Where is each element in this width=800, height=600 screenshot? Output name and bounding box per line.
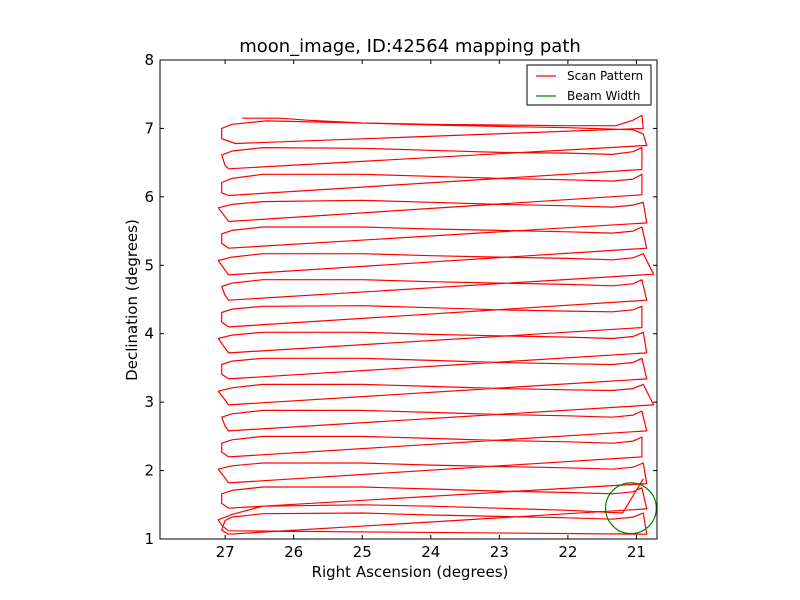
chart-title: moon_image, ID:42564 mapping path (239, 36, 581, 57)
y-tick-label: 7 (144, 119, 154, 137)
x-tick-label: 27 (216, 543, 235, 561)
scan-layer (217, 114, 655, 535)
y-axis: 1 2 3 4 5 6 7 8 (144, 51, 657, 548)
y-axis-title: Declination (degrees) (123, 219, 141, 381)
x-tick-label: 21 (627, 543, 646, 561)
beam-layer (604, 482, 657, 535)
scan-pattern-line (217, 114, 655, 535)
beam-width-circle (604, 482, 657, 535)
legend-label-beam-width: Beam Width (567, 89, 640, 103)
x-axis: 27 26 25 24 23 22 21 (216, 60, 646, 561)
x-tick-label: 26 (284, 543, 303, 561)
y-tick-label: 1 (144, 530, 154, 548)
y-tick-label: 4 (144, 325, 154, 343)
x-tick-label: 25 (353, 543, 372, 561)
x-axis-title: Right Ascension (degrees) (312, 563, 509, 581)
legend: Scan Pattern Beam Width (526, 64, 652, 106)
legend-label-scan-pattern: Scan Pattern (567, 69, 643, 83)
legend-box (526, 64, 652, 106)
plot-frame (159, 59, 658, 540)
y-tick-label: 8 (144, 51, 154, 69)
x-tick-label: 23 (490, 543, 509, 561)
y-tick-label: 2 (144, 462, 154, 480)
y-tick-label: 5 (144, 256, 154, 274)
y-tick-label: 6 (144, 188, 154, 206)
x-tick-label: 24 (421, 543, 440, 561)
x-tick-label: 22 (558, 543, 577, 561)
y-tick-label: 3 (144, 393, 154, 411)
